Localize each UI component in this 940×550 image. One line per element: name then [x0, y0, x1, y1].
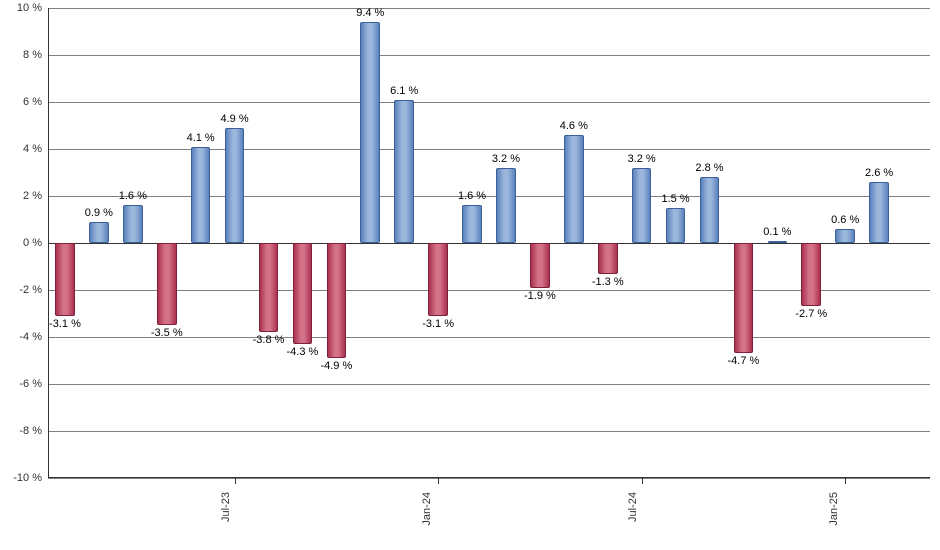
bar: [89, 222, 109, 243]
bar: [768, 241, 788, 243]
gridline: [48, 196, 930, 197]
bar: [394, 100, 414, 243]
gridline: [48, 431, 930, 432]
plot-area: -10 %-8 %-6 %-4 %-2 %0 %2 %4 %6 %8 %10 %…: [48, 8, 930, 478]
gridline: [48, 384, 930, 385]
x-tick: [438, 478, 439, 484]
gridline: [48, 478, 930, 479]
bar-value-label: -3.1 %: [422, 318, 454, 330]
gridline: [48, 102, 930, 103]
bar: [801, 243, 821, 306]
bar-value-label: -2.7 %: [795, 308, 827, 320]
y-tick-label: -2 %: [19, 284, 48, 296]
bar: [564, 135, 584, 243]
bar: [869, 182, 889, 243]
y-tick-label: -10 %: [13, 472, 48, 484]
bar: [530, 243, 550, 288]
bar: [55, 243, 75, 316]
bar-value-label: 3.2 %: [628, 153, 656, 165]
bar-value-label: -4.7 %: [728, 355, 760, 367]
bar: [496, 168, 516, 243]
bar-value-label: -3.8 %: [253, 334, 285, 346]
y-tick-label: 2 %: [23, 190, 48, 202]
x-tick: [235, 478, 236, 484]
y-tick-label: -6 %: [19, 378, 48, 390]
bar-value-label: -1.3 %: [592, 276, 624, 288]
bar: [835, 229, 855, 243]
gridline: [48, 55, 930, 56]
y-tick-label: 0 %: [23, 237, 48, 249]
bar-value-label: 1.6 %: [458, 190, 486, 202]
percentage-bar-chart: -10 % -8 % -6 % -4 % -2 % 0 % 2 % 4 % 6 % 8 % 10 %…: [0, 0, 940, 550]
gridline: [48, 243, 930, 244]
gridline: [48, 290, 930, 291]
bar-value-label: 9.4 %: [356, 7, 384, 19]
bar: [360, 22, 380, 243]
bar-value-label: 3.2 %: [492, 153, 520, 165]
bar-value-label: -3.1 %: [49, 318, 81, 330]
x-tick: [642, 478, 643, 484]
y-tick-label: -4 %: [19, 331, 48, 343]
y-tick-label: 8 %: [23, 49, 48, 61]
y-tick-label: 10 %: [17, 2, 48, 14]
y-tick-label: 4 %: [23, 143, 48, 155]
bar: [327, 243, 347, 358]
bar: [462, 205, 482, 243]
x-tick-label: Jul-23: [220, 492, 232, 522]
bar: [428, 243, 448, 316]
bar-value-label: -3.5 %: [151, 327, 183, 339]
bar-value-label: 0.1 %: [763, 226, 791, 238]
bar: [632, 168, 652, 243]
bar-value-label: 2.8 %: [695, 162, 723, 174]
x-axis-line: [48, 477, 930, 478]
bar-value-label: 1.5 %: [661, 193, 689, 205]
bar: [734, 243, 754, 353]
bar: [191, 147, 211, 243]
bar-value-label: 2.6 %: [865, 167, 893, 179]
bar-value-label: 0.9 %: [85, 207, 113, 219]
bar-value-label: -1.9 %: [524, 290, 556, 302]
x-tick: [845, 478, 846, 484]
bar-value-label: -4.9 %: [320, 360, 352, 372]
bar: [225, 128, 245, 243]
bar-value-label: 1.6 %: [119, 190, 147, 202]
bar: [157, 243, 177, 325]
bar-value-label: 4.1 %: [187, 132, 215, 144]
gridline: [48, 8, 930, 9]
bar-value-label: 0.6 %: [831, 214, 859, 226]
x-tick-label: Jan-25: [828, 492, 840, 526]
bar: [666, 208, 686, 243]
x-tick-label: Jan-24: [421, 492, 433, 526]
bar: [293, 243, 313, 344]
x-tick-label: Jul-24: [627, 492, 639, 522]
bar: [700, 177, 720, 243]
y-tick-label: 6 %: [23, 96, 48, 108]
bar-value-label: 4.6 %: [560, 120, 588, 132]
bar: [598, 243, 618, 274]
bar: [123, 205, 143, 243]
y-axis-line: [48, 8, 49, 478]
bar-value-label: -4.3 %: [287, 346, 319, 358]
gridline: [48, 149, 930, 150]
bar-value-label: 6.1 %: [390, 85, 418, 97]
bar: [259, 243, 279, 332]
y-tick-label: -8 %: [19, 425, 48, 437]
bar-value-label: 4.9 %: [220, 113, 248, 125]
